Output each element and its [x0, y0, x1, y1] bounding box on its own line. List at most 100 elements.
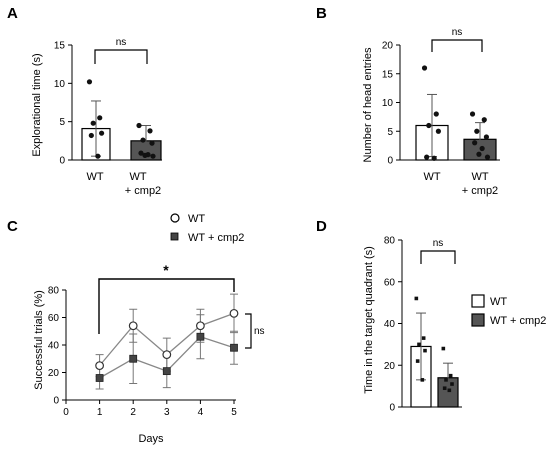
- data-point: [95, 374, 104, 382]
- y-tick-label: 5: [387, 127, 393, 138]
- y-tick-label: 0: [59, 156, 65, 167]
- plot-area: [415, 65, 497, 161]
- panel-letter: A: [7, 5, 18, 22]
- x-tick-label: + cmp2: [462, 185, 498, 197]
- legend-marker-circle: [170, 213, 180, 223]
- data-point: [479, 145, 485, 152]
- data-point: [162, 350, 172, 360]
- y-tick-label: 15: [382, 69, 394, 80]
- data-point: [417, 342, 421, 347]
- data-point: [129, 354, 138, 363]
- legend-swatch-wt: [471, 294, 485, 308]
- data-point: [95, 153, 101, 159]
- data-point: [476, 151, 482, 157]
- plot-area: [410, 296, 459, 408]
- data-point: [140, 137, 146, 143]
- data-point: [421, 65, 428, 71]
- significance-bracket: [245, 313, 252, 349]
- significance-label: ns: [452, 27, 463, 38]
- significance-label: ns: [116, 37, 127, 48]
- data-point: [483, 134, 489, 140]
- x-tick-label: + cmp2: [125, 185, 161, 197]
- y-axis-label: Successful trials (%): [33, 290, 45, 390]
- x-tick-label: 0: [63, 407, 69, 418]
- x-tick-label: 4: [198, 407, 204, 418]
- y-tick-label: 60: [48, 313, 60, 324]
- data-point: [90, 120, 96, 126]
- data-point: [95, 361, 104, 371]
- data-point: [162, 367, 171, 376]
- panel-c: C WT WT + cmp2 Successful trials (%) 0 2 0…: [7, 213, 265, 445]
- legend-swatch-cmp2: [471, 313, 485, 327]
- y-axis-label: Time in the target quadrant (s): [363, 246, 375, 394]
- y-tick-label: 10: [382, 98, 394, 109]
- significance-label: ns: [433, 238, 444, 249]
- data-point: [435, 128, 441, 134]
- significance-label: ns: [254, 326, 265, 337]
- data-point: [99, 130, 105, 136]
- panel-letter: C: [7, 218, 18, 235]
- y-tick-label: 20: [382, 41, 394, 52]
- data-point: [230, 343, 238, 352]
- data-point: [420, 378, 425, 382]
- significance-bracket: [420, 250, 456, 264]
- y-axis-label: Number of head entries: [362, 47, 374, 162]
- data-point: [469, 111, 476, 117]
- significance-bracket: [98, 278, 235, 334]
- data-point: [414, 296, 419, 301]
- legend-label: WT + cmp2: [490, 315, 546, 327]
- x-tick-label: WT: [129, 171, 146, 183]
- data-point: [481, 117, 487, 123]
- data-point: [421, 336, 426, 340]
- x-tick-label: 2: [130, 407, 136, 418]
- data-point: [150, 153, 156, 159]
- panel-a: A Explorational time (s) 0 5 10 15 WT WT + …: [7, 5, 162, 197]
- y-ticks: 0 20 40 60 80: [384, 236, 402, 414]
- legend-label: WT: [188, 213, 205, 225]
- y-tick-label: 0: [387, 156, 393, 167]
- data-point: [415, 359, 420, 363]
- data-point: [441, 346, 446, 351]
- data-point: [442, 386, 447, 391]
- y-tick-label: 40: [384, 319, 396, 330]
- data-point: [448, 373, 453, 378]
- x-tick-label: 1: [97, 407, 103, 418]
- data-point: [136, 122, 142, 129]
- significance-star: *: [163, 262, 169, 278]
- panel-letter: B: [316, 5, 327, 22]
- data-point: [447, 388, 452, 393]
- data-point: [97, 115, 103, 121]
- legend-label: WT: [490, 296, 507, 308]
- data-point: [88, 132, 94, 139]
- legend-marker-square: [170, 232, 179, 241]
- data-point: [472, 140, 478, 146]
- data-point: [229, 308, 239, 318]
- data-point: [149, 140, 155, 146]
- data-point: [433, 111, 439, 117]
- y-tick-label: 0: [53, 396, 59, 407]
- data-point: [138, 150, 144, 156]
- x-tick-label: WT: [423, 171, 440, 183]
- data-point: [450, 382, 454, 386]
- data-point: [196, 332, 205, 341]
- y-tick-label: 20: [384, 361, 396, 372]
- y-tick-label: 0: [389, 403, 395, 414]
- y-ticks: 0 5 10 15: [54, 41, 72, 167]
- legend-label: WT + cmp2: [188, 232, 244, 244]
- y-tick-label: 60: [384, 277, 396, 288]
- data-point: [426, 122, 432, 129]
- data-point: [147, 128, 153, 134]
- y-tick-label: 10: [54, 79, 66, 90]
- axis-ticks: 0 20 40 60 80 0 1 2 3 4 5: [48, 286, 237, 419]
- y-tick-label: 80: [384, 236, 396, 247]
- x-tick-label: WT: [86, 171, 103, 183]
- x-tick-label: 5: [231, 407, 237, 418]
- x-axis-label: Days: [138, 433, 164, 445]
- y-tick-label: 5: [59, 117, 65, 128]
- data-point: [128, 321, 138, 331]
- panel-d: D Time in the target quadrant (s) 0 20 40 6…: [316, 218, 546, 414]
- significance-bracket: [431, 39, 483, 52]
- y-tick-label: 15: [54, 41, 66, 52]
